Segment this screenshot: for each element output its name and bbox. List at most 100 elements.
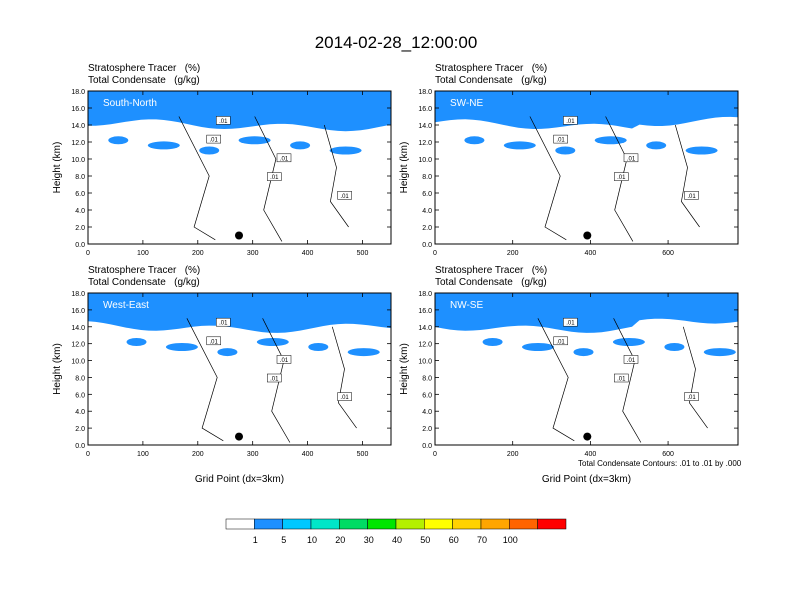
panel-1: .01 .01 .01 .01 .01 South-North 0.0 2.0 4.0 6.0 8.… <box>52 89 392 257</box>
y-tick-label: 10.0 <box>418 157 432 164</box>
contour-label-box <box>563 317 578 327</box>
colorbar-segment <box>339 518 368 530</box>
contour-label: .01 <box>687 395 696 401</box>
condensate-contour <box>178 116 216 241</box>
cloud-patch <box>108 136 129 145</box>
cloud-patch <box>664 343 685 351</box>
cloud-patch <box>290 141 311 150</box>
y-tick-label: 14.0 <box>418 123 432 130</box>
contour-label: .01 <box>270 175 279 181</box>
y-tick-label: 2.0 <box>75 225 85 232</box>
condensate-contour <box>613 318 642 443</box>
x-tick-label: 0 <box>433 451 437 458</box>
contour-label: .01 <box>210 138 219 144</box>
x-tick-label: 100 <box>137 250 149 257</box>
y-tick-label: 18.0 <box>71 89 85 96</box>
contour-label: .01 <box>556 339 565 345</box>
y-tick-label: 0.0 <box>75 443 85 450</box>
y-tick-label: 4.0 <box>422 208 432 215</box>
contour-label: .01 <box>270 377 279 383</box>
panel-title-4: Stratosphere Tracer (%) Total Condensate … <box>435 265 548 288</box>
x-tick-label: 0 <box>433 250 437 257</box>
cloud-patch <box>147 141 180 150</box>
colorbar: 1 5 10 20 30 40 50 60 70 100 <box>225 518 567 545</box>
contour-label-box <box>216 116 231 125</box>
panel-label: SW-NE <box>450 98 483 109</box>
y-tick-label: 6.0 <box>422 392 432 399</box>
cloud-patch <box>165 343 198 351</box>
plot-frame <box>87 292 392 446</box>
contour-label-box <box>623 355 639 364</box>
contour-label: .01 <box>556 138 565 144</box>
contour-label: .01 <box>566 119 575 125</box>
x-tick-label: 200 <box>507 250 519 257</box>
tracer-band <box>435 293 738 333</box>
contour-label: .01 <box>340 395 349 401</box>
contour-label-box <box>267 373 282 383</box>
panel-label: South-North <box>103 98 157 109</box>
condensate-contour <box>262 318 291 443</box>
condensate-contour <box>605 116 634 242</box>
y-tick-label: 14.0 <box>418 325 432 332</box>
cloud-patch <box>464 136 485 145</box>
colorbar-label: 5 <box>281 535 286 545</box>
cloud-patch <box>573 348 594 357</box>
y-tick-label: 4.0 <box>422 409 432 416</box>
contour-label: .01 <box>566 321 575 327</box>
colorbar-segment <box>480 518 510 530</box>
condensate-contour <box>674 124 700 228</box>
x-axis-label: Grid Point (dx=3km) <box>542 474 631 485</box>
y-tick-label: 14.0 <box>71 123 85 130</box>
colorbar-label: 20 <box>335 535 345 545</box>
y-tick-label: 2.0 <box>422 225 432 232</box>
panel-3: .01 .01 .01 .01 .01 West-East 0.0 2.0 4.0 6.0 8.0 1… <box>52 291 392 485</box>
condensate-contour <box>254 116 283 242</box>
y-axis-label: Height (km) <box>399 343 410 395</box>
x-axis-label: Grid Point (dx=3km) <box>195 474 284 485</box>
x-tick-label: 200 <box>192 451 204 458</box>
panel-label: NW-SE <box>450 300 483 311</box>
plot-frame <box>87 90 392 245</box>
colorbar-label: 30 <box>364 535 374 545</box>
x-tick-label: 200 <box>507 451 519 458</box>
y-tick-label: 2.0 <box>75 426 85 433</box>
contour-label: .01 <box>617 377 626 383</box>
x-tick-label: 600 <box>662 250 674 257</box>
cloud-patch <box>238 136 271 145</box>
cloud-patch <box>555 146 576 155</box>
location-marker <box>583 231 592 240</box>
contour-label: .01 <box>340 194 349 200</box>
contour-label-box <box>623 153 639 163</box>
contour-label-box <box>276 355 292 364</box>
panel-2: .01 .01 .01 .01 .01 SW-NE 0.0 2.0 4.0 6.0 8.0 10.0 1… <box>399 89 739 257</box>
colorbar-label: 70 <box>477 535 487 545</box>
y-tick-label: 16.0 <box>71 308 85 315</box>
cloud-patch <box>685 146 718 155</box>
contour-label: .01 <box>219 119 228 125</box>
colorbar-label: 60 <box>449 535 459 545</box>
contour-label: .01 <box>210 339 219 345</box>
y-tick-label: 12.0 <box>71 342 85 349</box>
y-tick-label: 2.0 <box>422 426 432 433</box>
tracer-band <box>88 91 391 132</box>
contour-label-box <box>684 392 699 401</box>
y-tick-label: 12.0 <box>418 140 432 147</box>
contour-label-box <box>553 134 568 144</box>
contour-label-box <box>553 336 568 346</box>
y-tick-label: 0.0 <box>75 242 85 249</box>
location-marker <box>235 231 243 240</box>
plot-frame <box>434 90 739 245</box>
contour-label-box <box>267 172 282 181</box>
y-tick-label: 8.0 <box>75 174 85 181</box>
cloud-patch <box>329 146 362 155</box>
contour-footnote: Total Condensate Contours: .01 to .01 by… <box>578 459 742 468</box>
y-tick-label: 8.0 <box>422 174 432 181</box>
contour-label-box <box>337 191 352 200</box>
panel-label: West-East <box>103 300 149 311</box>
y-tick-label: 16.0 <box>418 308 432 315</box>
x-tick-label: 400 <box>585 250 597 257</box>
cloud-patch <box>594 136 627 145</box>
colorbar-segment <box>395 518 425 530</box>
cloud-patch <box>126 338 147 346</box>
